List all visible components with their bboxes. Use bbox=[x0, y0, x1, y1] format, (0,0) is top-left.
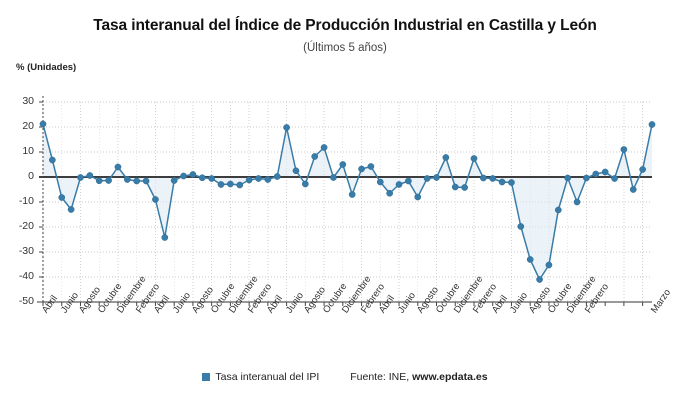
source-prefix-label: Fuente: INE, bbox=[350, 371, 410, 383]
y-tick-label: 0 bbox=[28, 170, 34, 182]
chart-legend: Tasa interanual del IPI Fuente: INE, www… bbox=[0, 371, 690, 383]
chart-title: Tasa interanual del Índice de Producción… bbox=[93, 17, 597, 34]
legend-item-ipi: Tasa interanual del IPI bbox=[202, 371, 319, 383]
legend-swatch-icon bbox=[202, 373, 211, 381]
y-tick-label: -50 bbox=[18, 295, 34, 307]
source-url-link[interactable]: www.epdata.es bbox=[412, 371, 488, 383]
chart-subtitle: (Últimos 5 años) bbox=[303, 42, 387, 54]
source-attribution: Fuente: INE, www.epdata.es bbox=[350, 371, 487, 383]
y-tick-label: 20 bbox=[22, 120, 34, 132]
y-tick-label: 10 bbox=[22, 145, 34, 157]
y-tick-label: -10 bbox=[18, 195, 34, 207]
y-tick-label: -20 bbox=[18, 220, 34, 232]
y-tick-label: -40 bbox=[18, 270, 34, 282]
y-axis-unit-label: % (Unidades) bbox=[16, 62, 77, 73]
legend-series-label: Tasa interanual del IPI bbox=[215, 371, 320, 383]
y-tick-label: 30 bbox=[22, 95, 34, 107]
y-tick-label: -30 bbox=[18, 245, 34, 257]
